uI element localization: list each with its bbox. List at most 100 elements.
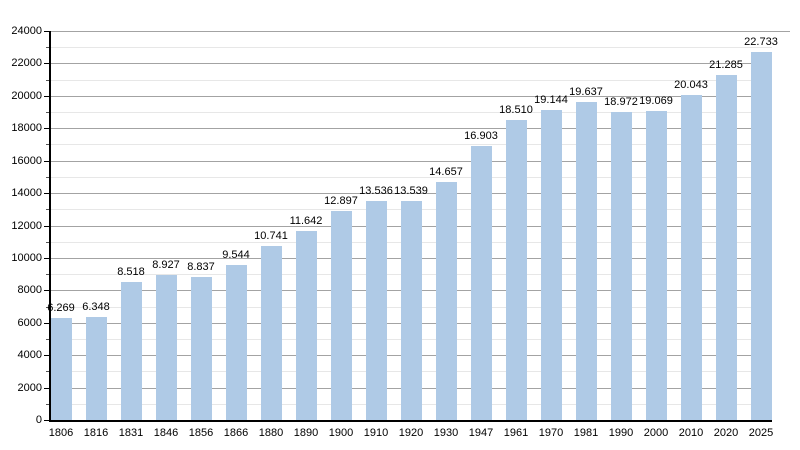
bar-value-label: 21.285 <box>709 59 743 71</box>
y-axis-label: 12000 <box>11 220 42 232</box>
x-axis-label: 1856 <box>188 427 214 439</box>
x-axis-label: 1890 <box>293 427 319 439</box>
bar-value-label: 10.741 <box>254 230 288 242</box>
y-axis-tick <box>44 63 50 64</box>
y-axis-minor-tick <box>46 144 50 145</box>
bar <box>50 318 72 420</box>
bar <box>715 75 737 420</box>
y-axis-tick <box>44 193 50 194</box>
gridline-minor <box>50 80 772 81</box>
bar <box>295 231 317 420</box>
y-axis-label: 24000 <box>11 25 42 37</box>
y-axis-minor-tick <box>46 177 50 178</box>
y-axis-tick <box>44 31 50 32</box>
x-axis-label: 1920 <box>398 427 424 439</box>
bar-value-label: 13.539 <box>394 185 428 197</box>
y-axis-minor-tick <box>46 404 50 405</box>
y-axis-minor-tick <box>46 209 50 210</box>
gridline-major <box>50 161 772 162</box>
x-axis-line <box>49 420 772 422</box>
x-axis-label: 1806 <box>48 427 74 439</box>
y-axis-label: 4000 <box>17 349 42 361</box>
x-axis-label: 2025 <box>748 427 774 439</box>
y-axis-minor-tick <box>46 47 50 48</box>
bar <box>330 211 352 420</box>
gridline-major <box>50 63 772 64</box>
x-axis-label: 1831 <box>118 427 144 439</box>
bar <box>435 182 457 420</box>
y-axis-tick <box>44 355 50 356</box>
x-axis-label: 1846 <box>153 427 179 439</box>
bar-value-label: 12.897 <box>324 195 358 207</box>
bar-value-label: 18.972 <box>604 96 638 108</box>
x-axis-label: 1990 <box>608 427 634 439</box>
bar-value-label: 19.637 <box>569 86 603 98</box>
bar-value-label: 8.518 <box>117 266 145 278</box>
gridline-major <box>50 128 772 129</box>
x-axis-label: 2010 <box>678 427 704 439</box>
bar-value-label: 19.144 <box>534 94 568 106</box>
bar-value-label: 20.043 <box>674 79 708 91</box>
gridline-minor <box>50 144 772 145</box>
x-axis-label: 1930 <box>433 427 459 439</box>
x-axis-label: 1981 <box>573 427 599 439</box>
y-axis-label: 14000 <box>11 187 42 199</box>
y-axis-tick <box>44 161 50 162</box>
bar <box>120 282 142 420</box>
bar-value-label: 18.510 <box>499 104 533 116</box>
bar <box>575 102 597 420</box>
bar <box>610 112 632 420</box>
x-axis-label: 2000 <box>643 427 669 439</box>
bar <box>750 52 772 420</box>
y-axis-label: 18000 <box>11 122 42 134</box>
bar <box>400 201 422 420</box>
bar <box>645 111 667 420</box>
bar <box>85 317 107 420</box>
bar <box>365 201 387 420</box>
y-axis-minor-tick <box>46 242 50 243</box>
bar-value-label: 8.837 <box>187 261 215 273</box>
gridline-major <box>50 96 772 97</box>
x-axis-label: 1880 <box>258 427 284 439</box>
y-axis-label: 20000 <box>11 90 42 102</box>
y-axis-label: 6000 <box>17 317 42 329</box>
y-axis-tick <box>44 323 50 324</box>
y-axis-tick <box>44 96 50 97</box>
bar <box>155 275 177 420</box>
y-axis-label: 8000 <box>17 284 42 296</box>
gridline-minor <box>50 177 772 178</box>
bar-value-label: 16.903 <box>464 130 498 142</box>
bar-value-label: 11.642 <box>289 215 323 227</box>
bar-value-label: 19.069 <box>639 95 673 107</box>
y-axis-minor-tick <box>46 307 50 308</box>
x-axis-label: 1816 <box>83 427 109 439</box>
x-axis-label: 1961 <box>503 427 529 439</box>
x-axis-label: 1910 <box>363 427 389 439</box>
y-axis-tick <box>44 128 50 129</box>
y-axis-label: 10000 <box>11 252 42 264</box>
y-axis-minor-tick <box>46 339 50 340</box>
y-axis-minor-tick <box>46 371 50 372</box>
y-axis-minor-tick <box>46 80 50 81</box>
bar-value-label: 13.536 <box>359 185 393 197</box>
y-axis-minor-tick <box>46 112 50 113</box>
bar-value-label: 22.733 <box>744 36 778 48</box>
gridline-major <box>50 31 790 32</box>
gridline-minor <box>50 112 772 113</box>
bar <box>190 277 212 420</box>
x-axis-label: 2020 <box>713 427 739 439</box>
x-axis-label: 1947 <box>468 427 494 439</box>
x-axis-label: 1900 <box>328 427 354 439</box>
bar <box>225 265 247 420</box>
gridline-major <box>50 193 772 194</box>
y-axis-tick <box>44 226 50 227</box>
bar <box>470 146 492 420</box>
y-axis-minor-tick <box>46 274 50 275</box>
bar-value-label: 6.269 <box>47 302 75 314</box>
bar <box>540 110 562 420</box>
x-axis-label: 1970 <box>538 427 564 439</box>
y-axis-tick <box>44 290 50 291</box>
bar <box>680 95 702 420</box>
bar-value-label: 6.348 <box>82 301 110 313</box>
gridline-minor <box>50 47 772 48</box>
